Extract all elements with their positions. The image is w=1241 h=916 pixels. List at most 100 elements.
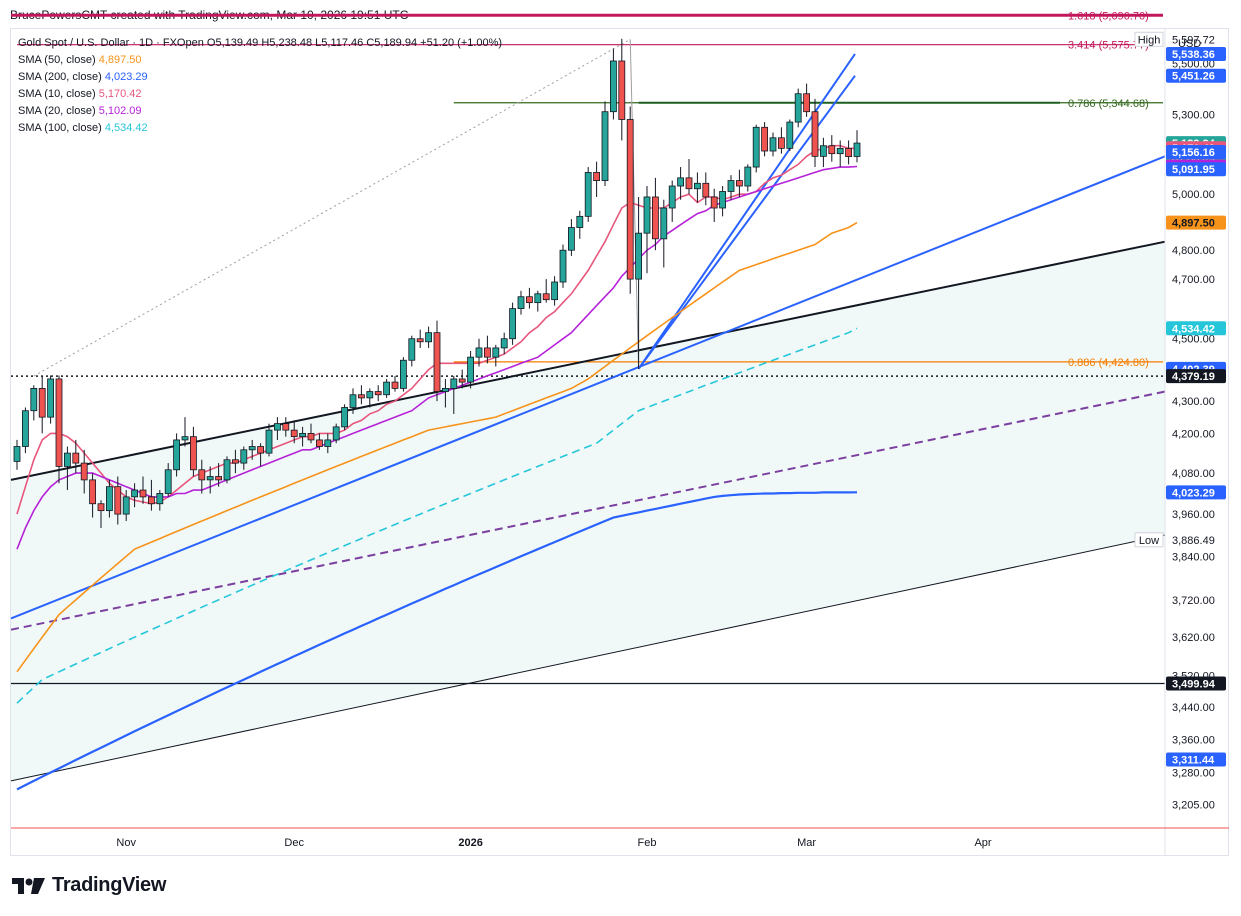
candle: [64, 446, 71, 491]
price-tag-caption-box: [1134, 532, 1164, 548]
candle-body: [744, 166, 752, 187]
price-tag: High 5,597.72: [1134, 31, 1226, 47]
candle-body: [534, 293, 542, 304]
candle: [441, 378, 449, 408]
candle: [450, 375, 458, 414]
fib-trend-dotted: [33, 38, 631, 377]
candle-body: [635, 232, 642, 280]
candle: [458, 369, 466, 389]
candle: [836, 140, 844, 168]
candle: [341, 404, 349, 431]
candle-body: [357, 394, 365, 399]
price-tag-caption: Low: [1139, 535, 1159, 547]
candle: [736, 169, 743, 197]
candle: [803, 83, 810, 117]
candle: [559, 244, 567, 288]
price-tag: Low 3,886.49: [1134, 532, 1226, 548]
candle-body: [399, 359, 407, 389]
candle: [173, 433, 181, 477]
candle-body: [626, 119, 634, 280]
legend-indicator[interactable]: SMA (10, close) 5,170.42: [18, 86, 502, 103]
candle: [820, 137, 827, 168]
candle: [131, 483, 139, 508]
candle: [189, 426, 197, 477]
candle-body: [106, 486, 113, 512]
candle-body: [240, 449, 248, 464]
candle: [467, 350, 475, 389]
candle-body: [652, 196, 659, 240]
price-tag-box: [1166, 532, 1226, 547]
candle-body: [794, 93, 802, 123]
x-tick-label: Feb: [638, 837, 657, 849]
candle-body: [568, 227, 575, 251]
legend-indicator[interactable]: SMA (50, close) 4,897.50: [18, 52, 502, 69]
price-tag-box: [1166, 145, 1226, 160]
candle: [332, 423, 340, 444]
candle-body: [845, 147, 852, 158]
candle: [568, 219, 575, 256]
legend-indicator[interactable]: SMA (200, close) 4,023.29: [18, 69, 502, 86]
candle: [668, 180, 676, 222]
candle: [265, 423, 273, 457]
candle: [181, 417, 189, 447]
candle: [853, 130, 861, 163]
y-tick-label: 4,800.00: [1172, 245, 1215, 257]
price-tag: 5,451.26: [1166, 68, 1226, 83]
candle-body: [64, 452, 71, 467]
candle-body: [89, 479, 96, 505]
candle-body: [509, 308, 517, 340]
candle: [425, 326, 433, 348]
y-tick-label: 3,960.00: [1172, 509, 1215, 521]
candle: [89, 473, 96, 518]
y-tick-label: 4,500.00: [1172, 334, 1215, 346]
price-tag: 4,897.50: [1166, 215, 1226, 230]
candle: [366, 388, 374, 408]
candle-body: [383, 381, 391, 396]
indicator-label: SMA (20, close): [18, 105, 99, 117]
candle: [38, 375, 46, 434]
candle: [240, 446, 248, 470]
candle-body: [139, 489, 147, 498]
candle-body: [559, 249, 567, 283]
price-tag-box: [1166, 32, 1226, 47]
candle: [778, 127, 785, 154]
candle-body: [349, 394, 357, 408]
candle-body: [483, 347, 491, 358]
price-tag-box: [1166, 215, 1226, 230]
price-tag-value: 4,379.19: [1172, 371, 1215, 383]
fib-level-label: 0.886 (4,424.80): [1068, 357, 1149, 369]
price-tag-caption-box: [1134, 31, 1164, 47]
y-tick-label: 4,200.00: [1172, 428, 1215, 440]
fib-level-label: 0.786 (5,344.68): [1068, 98, 1149, 110]
legend-indicator[interactable]: SMA (100, close) 4,534.42: [18, 120, 502, 137]
tradingview-logo-icon: [12, 877, 45, 894]
price-tag-value: 5,451.26: [1172, 71, 1215, 83]
chart-legend: Gold Spot / U.S. Dollar · 1D · FXOpen O5…: [18, 35, 502, 137]
candle: [584, 167, 592, 222]
candle-body: [853, 142, 861, 157]
x-tick-label: Nov: [116, 837, 136, 849]
candle: [576, 210, 584, 239]
legend-indicator[interactable]: SMA (20, close) 5,102.09: [18, 103, 502, 120]
candle-body: [114, 486, 122, 515]
candle-body: [156, 493, 164, 505]
chart-area[interactable]: [10, 28, 1229, 856]
candle-body: [660, 207, 668, 240]
candle-body: [47, 378, 54, 418]
price-tag-value: 3,886.49: [1172, 535, 1215, 547]
indicator-value: 5,102.09: [98, 105, 142, 117]
candle: [652, 177, 659, 251]
currency-selector[interactable]: USD: [1178, 38, 1202, 50]
candle-body: [198, 469, 206, 481]
tradingview-logo[interactable]: TradingView: [12, 874, 166, 897]
candle: [399, 357, 407, 392]
candle: [206, 466, 214, 494]
candle: [139, 476, 147, 504]
x-tick-label: 2026: [458, 837, 482, 849]
sma100-line: [16, 327, 858, 704]
candle: [719, 186, 726, 217]
candle-body: [315, 439, 323, 447]
candle-body: [601, 111, 609, 181]
candle-body: [173, 439, 181, 471]
